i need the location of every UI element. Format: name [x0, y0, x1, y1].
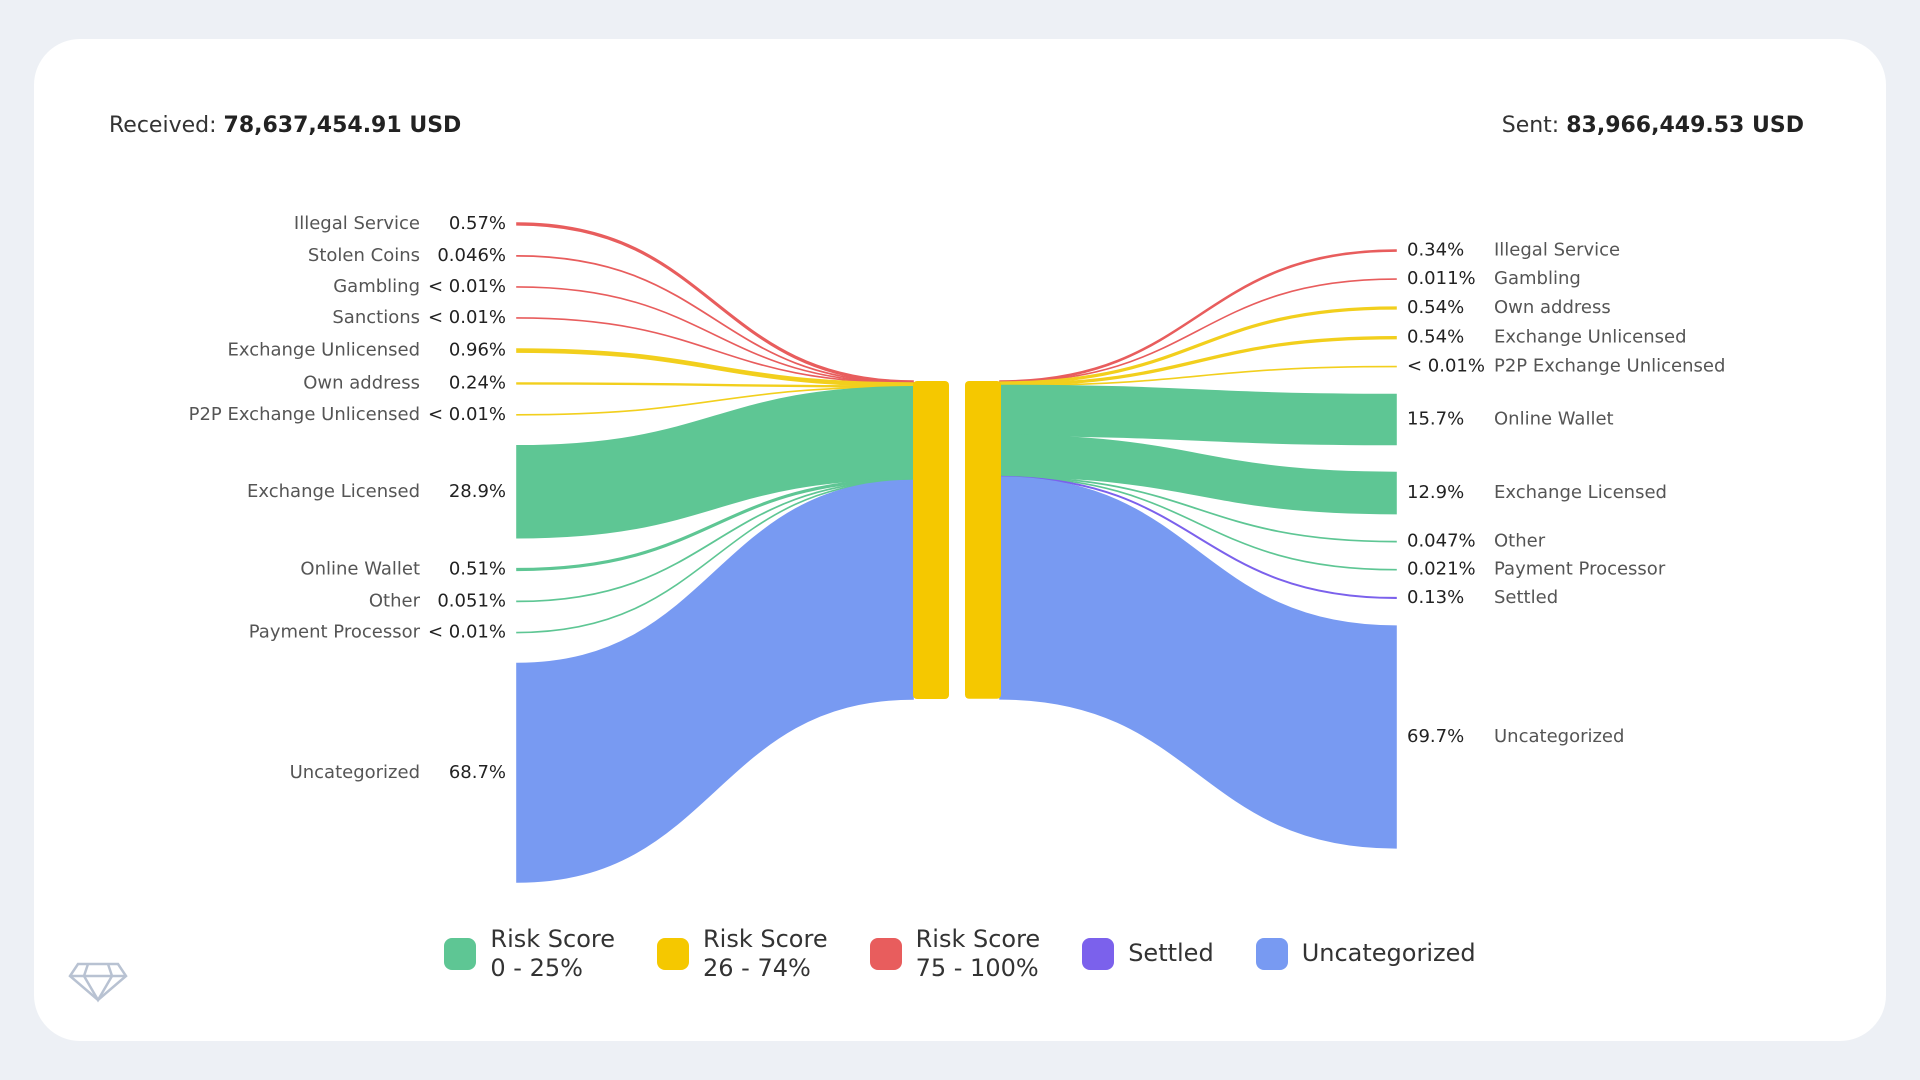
flow — [516, 479, 914, 883]
node-label: P2P Exchange Unlicensed — [1494, 356, 1725, 377]
sent: Sent: 83,966,449.53 USD — [1502, 113, 1804, 138]
legend-text: Risk Score 26 - 74% — [703, 925, 828, 983]
legend-label: Risk Score — [490, 925, 615, 953]
logo — [68, 962, 128, 1003]
node-label: Exchange Unlicensed — [227, 340, 420, 361]
value-label: < 0.01% — [1407, 356, 1485, 377]
value-label: 0.96% — [449, 340, 506, 361]
received: Received: 78,637,454.91 USD — [109, 113, 461, 138]
address-node — [965, 381, 1001, 699]
legend-swatch — [444, 937, 477, 970]
value-label: 0.13% — [1407, 587, 1464, 608]
node-label: Illegal Service — [1494, 240, 1620, 261]
legend-label: 0 - 25% — [490, 953, 583, 982]
node-label: Illegal Service — [294, 213, 420, 234]
value-label: 0.54% — [1407, 297, 1464, 318]
value-label: 0.046% — [437, 245, 506, 266]
legend-label: Settled — [1128, 939, 1214, 968]
node-label: Own address — [303, 372, 420, 393]
legend-text: Risk Score 75 - 100% — [916, 925, 1041, 983]
legend-swatch — [869, 937, 902, 970]
flow — [516, 222, 914, 384]
legend-text: Settled — [1128, 939, 1214, 968]
sent-value: 83,966,449.53 USD — [1566, 113, 1804, 138]
legend-item: Risk Score 0 - 25% — [444, 925, 615, 983]
value-label: 0.54% — [1407, 327, 1464, 348]
value-label: 0.047% — [1407, 531, 1476, 552]
node-label: Stolen Coins — [308, 245, 420, 266]
received-value: 78,637,454.91 USD — [224, 113, 462, 138]
legend-item: Settled — [1082, 925, 1214, 983]
node-label: Settled — [1494, 587, 1558, 608]
node-label: Uncategorized — [1494, 726, 1624, 747]
value-label: 0.24% — [449, 372, 506, 393]
value-label: 0.021% — [1407, 559, 1476, 580]
value-label: 68.7% — [449, 762, 506, 783]
legend-swatch — [657, 937, 689, 970]
flow — [516, 255, 914, 384]
legend-label: Risk Score — [703, 925, 828, 953]
legend-label: Uncategorized — [1301, 939, 1476, 968]
legend-item: Risk Score 75 - 100% — [869, 925, 1041, 983]
legend-item: Risk Score 26 - 74% — [657, 925, 828, 983]
value-label: 0.051% — [437, 590, 506, 611]
value-label: 0.34% — [1407, 240, 1464, 261]
value-label: 0.57% — [449, 213, 506, 234]
node-label: Exchange Unlicensed — [1494, 327, 1687, 348]
legend-label: Risk Score — [915, 925, 1041, 953]
node-label: Online Wallet — [1494, 409, 1614, 430]
value-label: 0.011% — [1407, 268, 1476, 289]
flow — [999, 476, 1397, 849]
flow — [999, 384, 1397, 446]
node-label: Online Wallet — [300, 559, 420, 580]
legend-text: Risk Score 0 - 25% — [490, 925, 615, 983]
node-label: Payment Processor — [249, 622, 421, 643]
legend: Risk Score 0 - 25% Risk Score 26 - 74% Risk … — [0, 925, 1920, 983]
legend-text: Uncategorized — [1302, 939, 1476, 968]
node-label: Other — [1494, 531, 1546, 552]
node-label: Gambling — [333, 276, 420, 297]
node-label: Uncategorized — [290, 762, 420, 783]
legend-label: 26 - 74% — [703, 953, 811, 982]
address-node — [913, 381, 949, 699]
node-label: Exchange Licensed — [1494, 482, 1667, 503]
card — [34, 39, 1886, 1041]
value-label: 15.7% — [1407, 409, 1464, 430]
value-label: < 0.01% — [428, 307, 506, 328]
flow — [999, 306, 1397, 385]
value-label: 0.51% — [449, 559, 506, 580]
value-label: < 0.01% — [428, 276, 506, 297]
value-label: < 0.01% — [428, 622, 506, 643]
legend-item: Uncategorized — [1255, 925, 1476, 983]
legend-swatch — [1255, 937, 1288, 970]
legend-swatch — [1082, 937, 1115, 970]
node-label: Exchange Licensed — [247, 481, 420, 502]
node-label: Other — [369, 590, 421, 611]
sent-label: Sent: — [1502, 113, 1559, 138]
node-label: Own address — [1494, 297, 1611, 318]
value-label: 12.9% — [1407, 482, 1464, 503]
value-label: 28.9% — [449, 481, 506, 502]
node-label: Sanctions — [332, 307, 420, 328]
node-label: Payment Processor — [1494, 559, 1666, 580]
value-label: < 0.01% — [428, 404, 506, 425]
received-label: Received: — [109, 113, 217, 138]
legend-label: 75 - 100% — [915, 953, 1039, 982]
node-label: Gambling — [1494, 268, 1581, 289]
node-label: P2P Exchange Unlicensed — [189, 404, 420, 425]
value-label: 69.7% — [1407, 726, 1464, 747]
